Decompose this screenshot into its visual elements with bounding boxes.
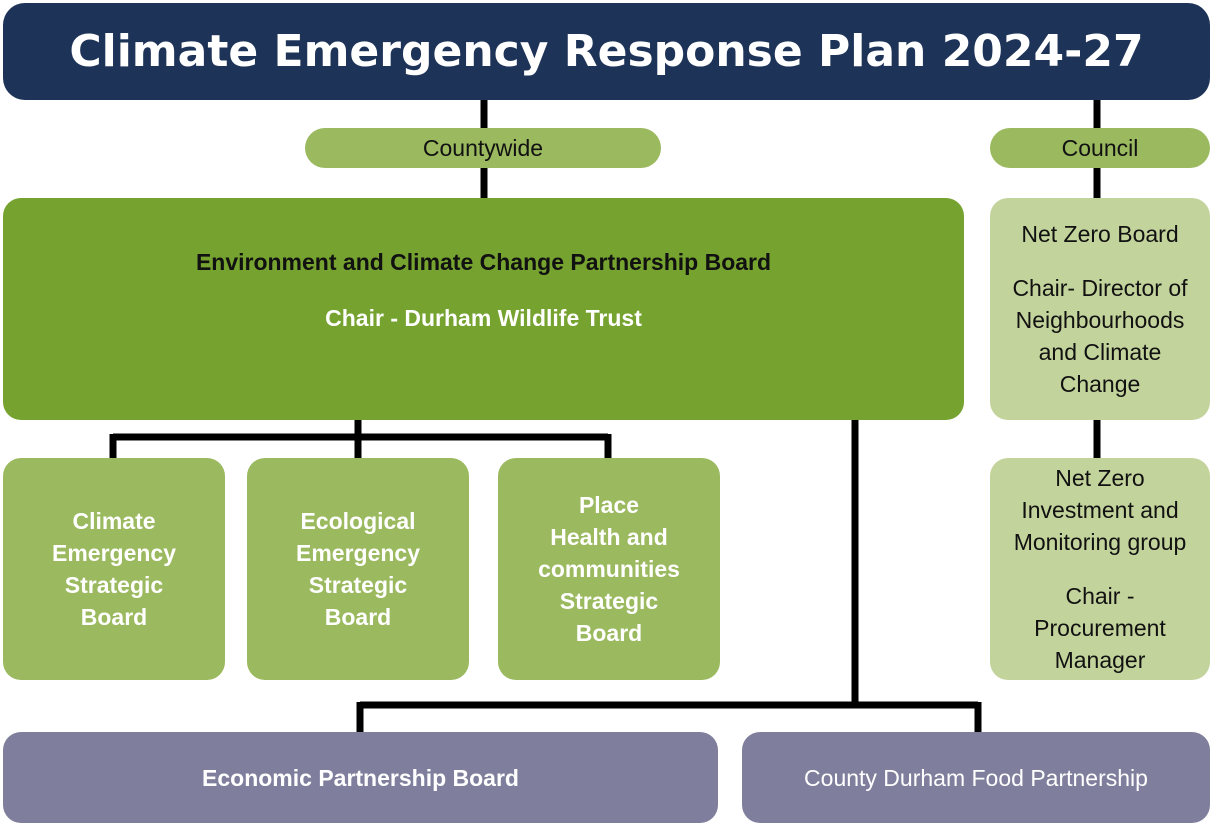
strategic-board: Ecological Emergency Strategic Board	[247, 458, 469, 680]
board-line: Board	[575, 620, 643, 646]
main-board: Environment and Climate Change Partnersh…	[3, 198, 964, 420]
chair-line: Chair -	[1065, 583, 1135, 609]
board-line: Strategic	[559, 588, 659, 614]
chair-line: and Climate	[1038, 339, 1162, 365]
strategic-board: Climate Emergency Strategic Board	[3, 458, 225, 680]
strategic-board: Place Health and communities Strategic Board	[498, 458, 720, 680]
board-line: Ecological	[300, 508, 416, 534]
chair-line: Change	[1059, 371, 1141, 397]
chair-line: Neighbourhoods	[1015, 307, 1185, 333]
chair-line: Chair- Director of	[1012, 275, 1188, 301]
title: Climate Emergency Response Plan 2024-27	[3, 3, 1210, 100]
partnership: County Durham Food Partnership	[742, 732, 1210, 823]
board-line: communities	[538, 556, 680, 582]
board-line: Investment and	[1021, 497, 1179, 523]
board-line: Strategic	[308, 572, 408, 598]
board-line: Monitoring group	[1013, 529, 1187, 555]
board-line: Emergency	[295, 540, 420, 566]
partnership: Economic Partnership Board	[3, 732, 718, 823]
chair-line: Manager	[1054, 647, 1146, 673]
council-board: Net Zero Board Chair- Director of Neighbou…	[990, 198, 1210, 420]
board-chair: Chair - Durham Wildlife Trust	[325, 305, 642, 331]
board-line: Board	[80, 604, 148, 630]
council-board: Net Zero Investment and Monitoring group Ch…	[990, 458, 1210, 680]
board-line: Strategic	[64, 572, 164, 598]
board-name: Environment and Climate Change Partnersh…	[195, 249, 772, 275]
board-line: Place	[578, 492, 640, 518]
board-line: Net Zero	[1055, 465, 1145, 491]
board-line: Board	[324, 604, 392, 630]
board-line: Health and	[550, 524, 668, 550]
chair-line: Procurement	[1034, 615, 1166, 641]
countywide-label: Countywide	[305, 128, 661, 168]
board-line: Net Zero Board	[1021, 221, 1179, 247]
board-line: Emergency	[51, 540, 176, 566]
council-label: Council	[990, 128, 1210, 168]
board-line: Climate	[72, 508, 156, 534]
